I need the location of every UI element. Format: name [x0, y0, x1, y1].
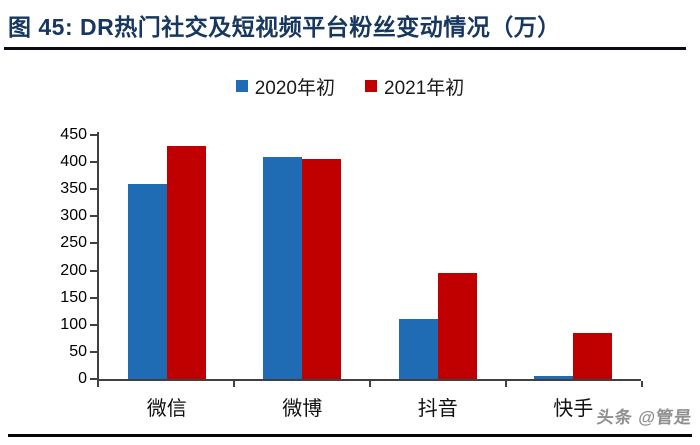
bar-2020年初-微博 — [263, 157, 303, 379]
x-axis-tick — [233, 381, 235, 387]
y-axis-tick — [90, 134, 97, 136]
legend-label: 2021年初 — [384, 77, 465, 99]
x-axis-category-label: 微信 — [146, 398, 187, 420]
y-axis-tick-label: 350 — [60, 180, 87, 198]
x-axis-tick — [641, 381, 643, 387]
x-axis-tick — [505, 381, 507, 387]
x-axis-category-label: 抖音 — [417, 398, 458, 420]
y-axis-tick — [90, 188, 97, 191]
x-axis-category-label: 快手 — [553, 398, 594, 420]
bar-2021年初-微信 — [166, 146, 206, 379]
x-axis-category-label: 微博 — [282, 398, 323, 420]
watermark-text: 头条 @管是 — [595, 408, 693, 427]
legend-item-2020年初: 2020年初 — [235, 73, 335, 100]
y-axis-tick-label: 400 — [60, 153, 87, 171]
bar-2021年初-快手 — [573, 333, 613, 379]
y-axis-tick-label: 0 — [78, 370, 87, 387]
x-axis-tick — [97, 381, 99, 387]
y-axis-tick-label: 100 — [60, 315, 87, 333]
bottom-separator-rule — [8, 434, 692, 437]
bar-2021年初-抖音 — [437, 273, 477, 379]
y-axis-tick — [90, 296, 97, 299]
x-axis-tick — [369, 381, 371, 387]
bar-2020年初-微信 — [127, 184, 167, 379]
legend-swatch-icon — [365, 80, 377, 92]
y-axis-tick-label: 150 — [60, 288, 87, 306]
y-axis-tick-label: 50 — [69, 342, 87, 360]
y-axis-tick-label: 300 — [60, 207, 87, 225]
y-axis-tick — [90, 161, 97, 164]
legend-label: 2020年初 — [254, 77, 335, 99]
bar-2021年初-微博 — [302, 159, 342, 379]
x-axis-line — [97, 379, 641, 381]
y-axis-tick — [90, 242, 97, 245]
chart-legend: 2020年初 2021年初 — [0, 73, 700, 100]
y-axis-tick — [90, 269, 97, 272]
figure-title: 图 45: DR热门社交及短视频平台粉丝变动情况（万） — [8, 14, 561, 40]
y-axis-line — [97, 132, 99, 381]
legend-item-2021年初: 2021年初 — [365, 73, 464, 100]
y-axis-tick — [90, 215, 97, 218]
bar-2020年初-快手 — [534, 376, 574, 379]
title-separator-rule — [4, 47, 686, 50]
y-axis-tick — [90, 350, 97, 353]
y-axis-tick-label: 250 — [60, 234, 87, 252]
y-axis-tick — [90, 378, 97, 380]
y-axis-tick-label: 450 — [60, 126, 87, 143]
y-axis-tick-label: 200 — [60, 261, 87, 279]
legend-swatch-icon — [235, 80, 248, 92]
bar-2020年初-抖音 — [398, 319, 438, 379]
y-axis-tick — [90, 323, 97, 326]
